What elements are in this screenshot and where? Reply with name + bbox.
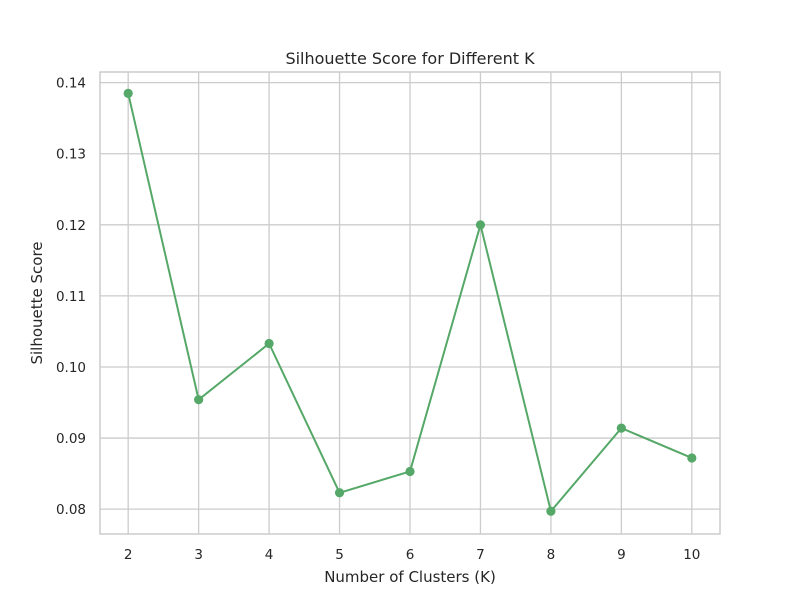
data-point [334,488,345,498]
y-axis-label: Silhouette Score [28,241,46,364]
data-point [123,88,133,98]
x-axis-ticks: 2 3 4 5 6 7 8 9 10 [124,547,701,563]
x-tick-label: 3 [194,547,203,563]
data-point [475,220,486,230]
grid [100,72,720,534]
data-point [546,506,556,516]
y-tick-label: 0.09 [56,431,86,447]
data-point [264,338,274,349]
y-tick-label: 0.12 [56,218,86,234]
chart-title: Silhouette Score for Different K [285,49,535,68]
y-axis-ticks: 0.08 0.09 0.10 0.11 0.12 0.13 0.14 [56,76,86,518]
x-tick-label: 2 [124,547,133,563]
x-tick-label: 10 [683,547,700,563]
x-axis-label: Number of Clusters (K) [324,568,496,586]
series-layer [123,88,697,516]
x-tick-label: 4 [265,547,274,563]
data-point [687,453,697,463]
data-point [616,423,626,433]
plot-area-frame [99,71,721,535]
x-tick-label: 5 [335,547,344,563]
y-tick-label: 0.08 [56,502,86,518]
y-tick-label: 0.11 [56,289,86,305]
x-tick-label: 6 [406,547,415,563]
data-point [405,466,415,477]
y-tick-label: 0.14 [56,76,86,92]
y-tick-label: 0.10 [56,360,86,376]
y-tick-label: 0.13 [56,147,86,163]
data-point [194,395,204,405]
x-tick-label: 8 [547,547,556,563]
x-tick-label: 9 [617,547,626,563]
x-tick-label: 7 [476,547,485,563]
